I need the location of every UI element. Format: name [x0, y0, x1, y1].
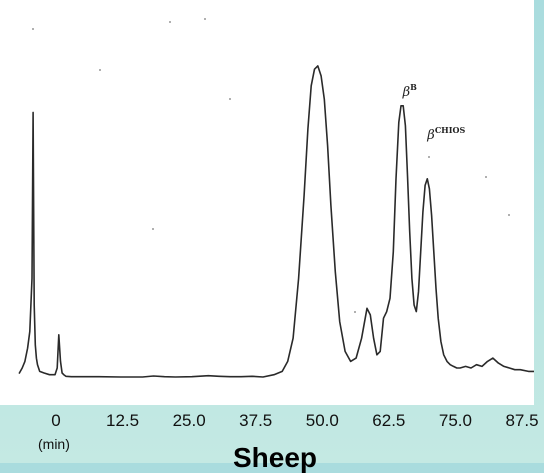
speckle — [428, 156, 430, 158]
speckle — [508, 214, 510, 216]
chart-title: Sheep — [233, 442, 318, 473]
speckle — [32, 28, 34, 30]
speckle — [229, 98, 231, 100]
peak-label-2: βCHIOS — [426, 125, 465, 143]
speckle — [354, 311, 356, 313]
peak-labels: βB βCHIOS — [402, 82, 466, 143]
speckle — [485, 176, 487, 178]
x-tick-label: 25.0 — [172, 411, 206, 430]
chromatogram-trace — [18, 65, 534, 378]
speckle — [99, 69, 101, 71]
peak-label-1: βB — [402, 82, 418, 100]
chromatogram-plot: βB βCHIOS — [18, 18, 534, 378]
x-tick-label: 62.5 — [372, 411, 406, 430]
x-tick-label: 12.5 — [106, 411, 140, 430]
scan-speckles — [32, 18, 510, 313]
speckle — [169, 21, 171, 23]
x-tick-label: 37.5 — [239, 411, 273, 430]
x-tick-label: 75.0 — [438, 411, 472, 430]
x-tick-label: 0 — [51, 411, 61, 430]
speckle — [152, 228, 154, 230]
speckle — [204, 18, 206, 20]
x-tick-label: 50.0 — [305, 411, 339, 430]
chart-panel: βB βCHIOS — [18, 18, 534, 378]
x-tick-label: 87.5 — [505, 411, 539, 430]
x-axis-unit-label: (min) — [38, 436, 70, 452]
